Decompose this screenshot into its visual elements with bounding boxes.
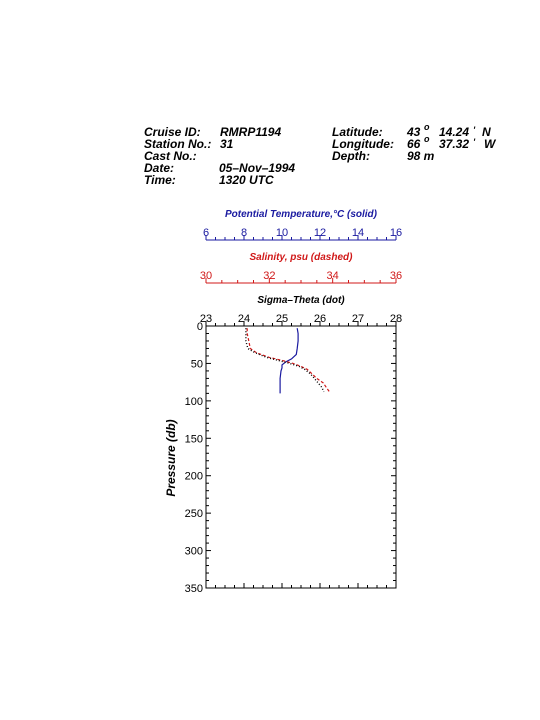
cruise-id-label: Cruise ID: — [144, 125, 201, 139]
salinity-tick-label: 36 — [390, 270, 402, 282]
data-layer — [245, 328, 330, 394]
sigma-tick-label: 26 — [314, 313, 326, 325]
latitude-label: Latitude: — [332, 125, 383, 139]
longitude-hemisphere: W — [484, 137, 496, 151]
longitude-degree-mark: o — [424, 134, 430, 144]
temperature-axis-title: Potential Temperature,°C (solid) — [225, 209, 378, 220]
y-tick-label: 0 — [197, 321, 203, 333]
cruise-id-value: RMRP1194 — [220, 125, 282, 139]
salinity-tick-label: 32 — [263, 270, 275, 282]
latitude-degrees: 43 — [407, 125, 421, 139]
y-tick-label: 100 — [185, 396, 203, 408]
sigma-axis-title: Sigma–Theta (dot) — [257, 295, 345, 306]
longitude-minutes: 37.32 — [439, 137, 470, 151]
longitude-label: Longitude: — [332, 137, 394, 151]
y-tick-label: 300 — [185, 546, 203, 558]
latitude-degree-mark: o — [424, 122, 430, 132]
latitude-minute-mark: ' — [473, 125, 476, 135]
station-value: 31 — [220, 137, 234, 151]
y-tick-label: 200 — [185, 471, 203, 483]
date-value: 05–Nov–1994 — [219, 161, 296, 175]
longitude-degrees: 66 — [407, 137, 421, 151]
sigma-tick-label: 23 — [200, 313, 212, 325]
salinity-tick-label: 30 — [200, 270, 212, 282]
time-label: Time: — [144, 173, 176, 187]
y-axis-label: Pressure (db) — [164, 419, 178, 496]
sigma-profile-line — [245, 328, 325, 393]
date-label: Date: — [144, 161, 175, 175]
sigma-tick-label: 25 — [276, 313, 288, 325]
longitude-minute-mark: ' — [473, 137, 476, 147]
salinity-profile-line — [246, 328, 330, 393]
axes-layer: 6 8 10 12 14 16 Potential Temperature,°C (soli… — [185, 209, 402, 595]
salinity-tick-label: 34 — [327, 270, 339, 282]
temperature-tick-label: 12 — [314, 227, 326, 239]
plot-frame — [205, 325, 397, 589]
temperature-tick-label: 8 — [241, 227, 247, 239]
y-tick-label: 250 — [185, 508, 203, 520]
station-label: Station No.: — [144, 137, 212, 151]
y-tick-label: 50 — [191, 358, 203, 370]
temperature-profile-line — [279, 328, 299, 394]
temperature-tick-label: 6 — [203, 227, 209, 239]
cast-label: Cast No.: — [144, 149, 197, 163]
salinity-axis-title: Salinity, psu (dashed) — [250, 252, 354, 263]
depth-value: 98 m — [407, 149, 435, 163]
temperature-tick-label: 10 — [276, 227, 288, 239]
depth-label: Depth: — [332, 149, 370, 163]
latitude-hemisphere: N — [482, 125, 491, 139]
sigma-tick-label: 28 — [390, 313, 402, 325]
temperature-tick-label: 16 — [390, 227, 402, 239]
latitude-minutes: 14.24 — [439, 125, 470, 139]
y-tick-label: 150 — [185, 433, 203, 445]
y-tick-label: 350 — [185, 583, 203, 595]
time-value: 1320 UTC — [219, 173, 274, 187]
temperature-tick-label: 14 — [352, 227, 364, 239]
sigma-tick-label: 24 — [238, 313, 250, 325]
sigma-tick-label: 27 — [352, 313, 364, 325]
